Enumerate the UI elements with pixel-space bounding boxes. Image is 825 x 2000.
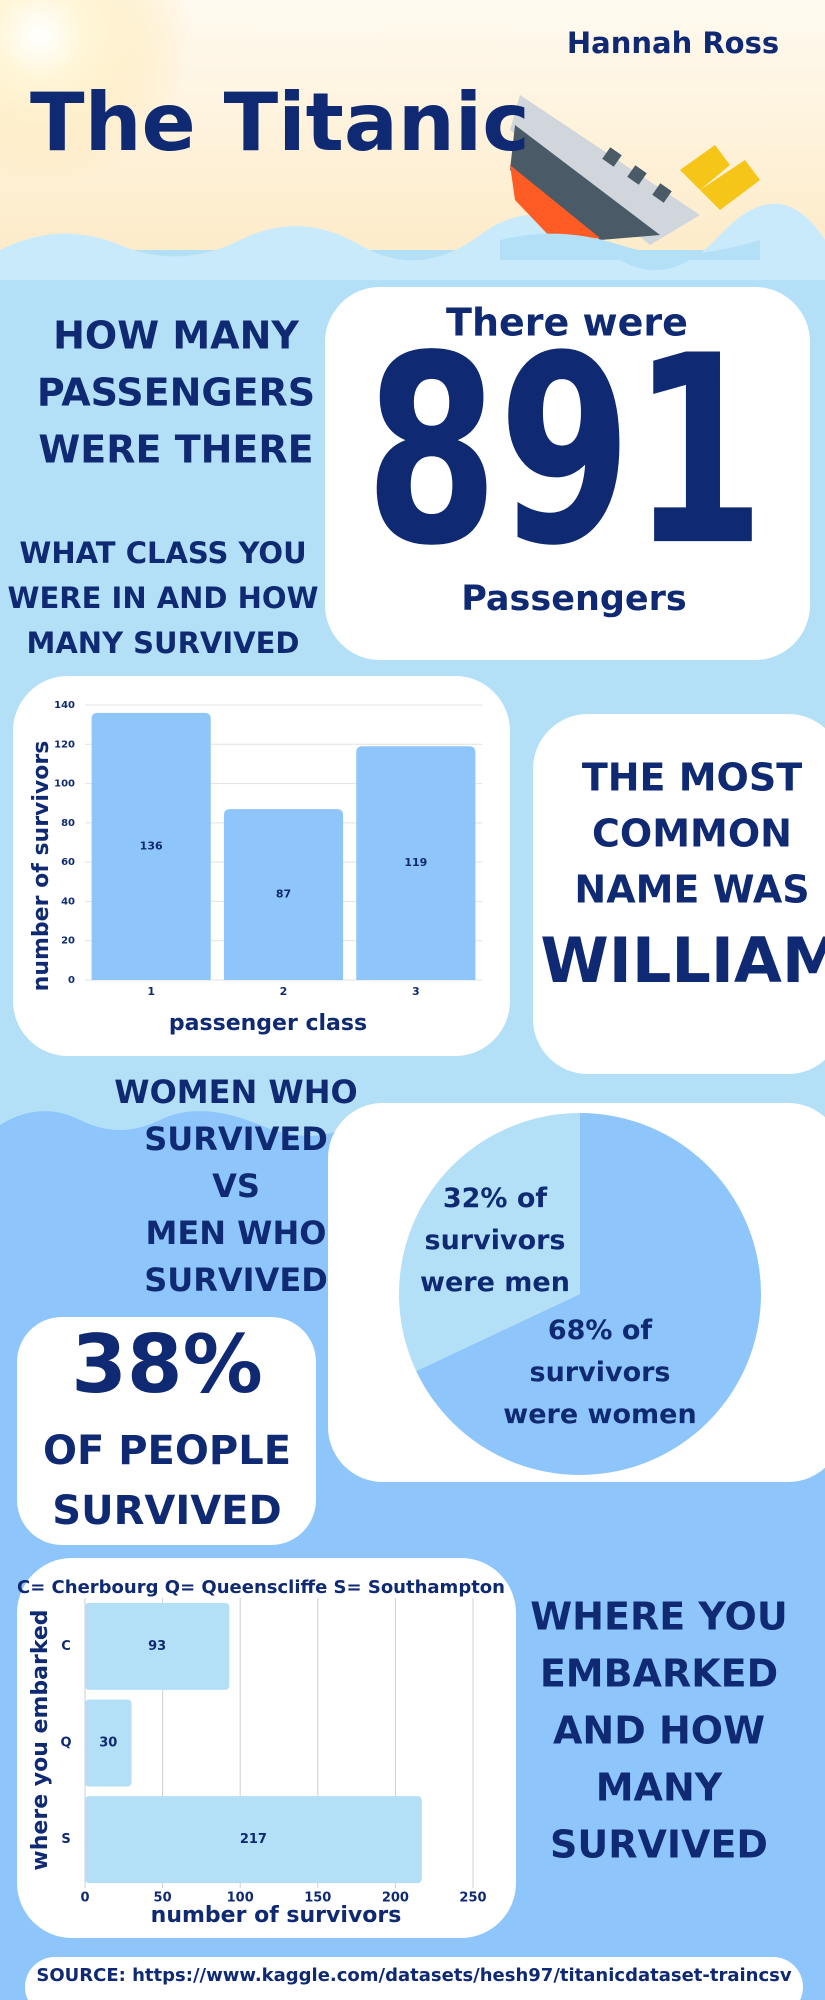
question-line: MANY SURVIVED	[27, 626, 300, 660]
name-line: NAME WAS	[574, 868, 809, 912]
y-tick-label: 60	[61, 857, 75, 868]
question-line: VS	[212, 1167, 260, 1205]
source-pill	[25, 1957, 803, 2000]
value-label: 93	[148, 1639, 166, 1654]
y-tick-label: Q	[60, 1736, 71, 1751]
x-tick-label: 0	[80, 1891, 89, 1906]
x-tick-label: 200	[382, 1891, 409, 1906]
survival-line: OF PEOPLE	[43, 1428, 291, 1474]
y-tick-label: 80	[61, 818, 75, 829]
chart-title: C= Cherbourg Q= Queenscliffe S= Southamp…	[17, 1577, 505, 1598]
question-line: WHAT CLASS YOU	[19, 536, 306, 570]
source: SOURCE: https://www.kaggle.com/datasets/…	[36, 1965, 791, 1986]
value-label: 136	[140, 839, 163, 852]
ship-icon	[500, 95, 760, 260]
question-line: SURVIVED	[144, 1261, 328, 1299]
question-line: AND HOW	[553, 1709, 765, 1753]
question-line: MANY	[596, 1766, 723, 1810]
page-title: The Titanic	[30, 76, 530, 169]
bar	[223, 809, 344, 980]
x-tick-label: 3	[412, 985, 420, 998]
y-tick-label: S	[61, 1832, 70, 1847]
x-axis-label: passenger class	[169, 1011, 367, 1036]
common-name: WILLIAM	[540, 924, 825, 997]
x-tick-label: 50	[154, 1891, 172, 1906]
value-label: 217	[240, 1832, 267, 1847]
passenger-intro: There were	[446, 301, 688, 345]
y-tick-label: 120	[54, 739, 75, 750]
question-line: WHERE YOU	[530, 1595, 787, 1639]
question-line: SURVIVED	[550, 1823, 768, 1867]
survival-line: SURVIVED	[52, 1488, 281, 1534]
x-tick-label: 250	[459, 1891, 486, 1906]
question-line: WOMEN WHO	[114, 1073, 357, 1111]
x-tick-label: 2	[280, 985, 288, 998]
survival-stat: 38%	[71, 1318, 262, 1411]
question-line: WERE THERE	[38, 428, 313, 472]
y-tick-label: 100	[54, 779, 75, 790]
author: Hannah Ross	[567, 26, 779, 60]
pie-label: 32% of survivors were men	[420, 1183, 570, 1298]
y-tick-label: C	[61, 1639, 71, 1654]
question-line: WERE IN AND HOW	[8, 581, 319, 615]
y-tick-label: 40	[61, 896, 75, 907]
bar	[91, 712, 211, 980]
pie-slice	[416, 1113, 761, 1475]
bar	[356, 746, 476, 980]
name-line: THE MOST	[582, 756, 802, 800]
y-axis-label: where you embarked	[28, 1609, 53, 1870]
name-card	[533, 714, 825, 1074]
passenger-count: 891	[365, 301, 765, 603]
wave	[0, 203, 825, 280]
bar	[85, 1699, 132, 1787]
sun	[0, 0, 190, 185]
bar	[85, 1602, 230, 1690]
survival-card	[17, 1317, 316, 1545]
x-tick-label: 150	[304, 1891, 331, 1906]
question-line: SURVIVED	[144, 1120, 328, 1158]
y-tick-label: 140	[54, 700, 75, 711]
bar	[85, 1796, 422, 1884]
value-label: 87	[276, 888, 291, 901]
pie-label: 68% of survivors were women	[503, 1315, 697, 1430]
pie-slice	[398, 1113, 580, 1372]
question-line: MEN WHO	[146, 1214, 327, 1252]
x-tick-label: 100	[227, 1891, 254, 1906]
x-tick-label: 1	[147, 985, 155, 998]
value-label: 119	[404, 856, 427, 869]
name-line: COMMON	[592, 812, 792, 856]
passenger-unit: Passengers	[461, 579, 687, 619]
question-line: PASSENGERS	[37, 371, 315, 415]
passenger-card	[325, 287, 810, 660]
y-tick-label: 20	[61, 936, 75, 947]
y-tick-label: 0	[68, 975, 75, 986]
y-axis-label: number of survivors	[29, 741, 54, 992]
value-label: 30	[99, 1736, 117, 1751]
x-axis-label: number of survivors	[151, 1903, 402, 1928]
question-line: HOW MANY	[53, 314, 299, 358]
question-line: EMBARKED	[540, 1652, 778, 1696]
